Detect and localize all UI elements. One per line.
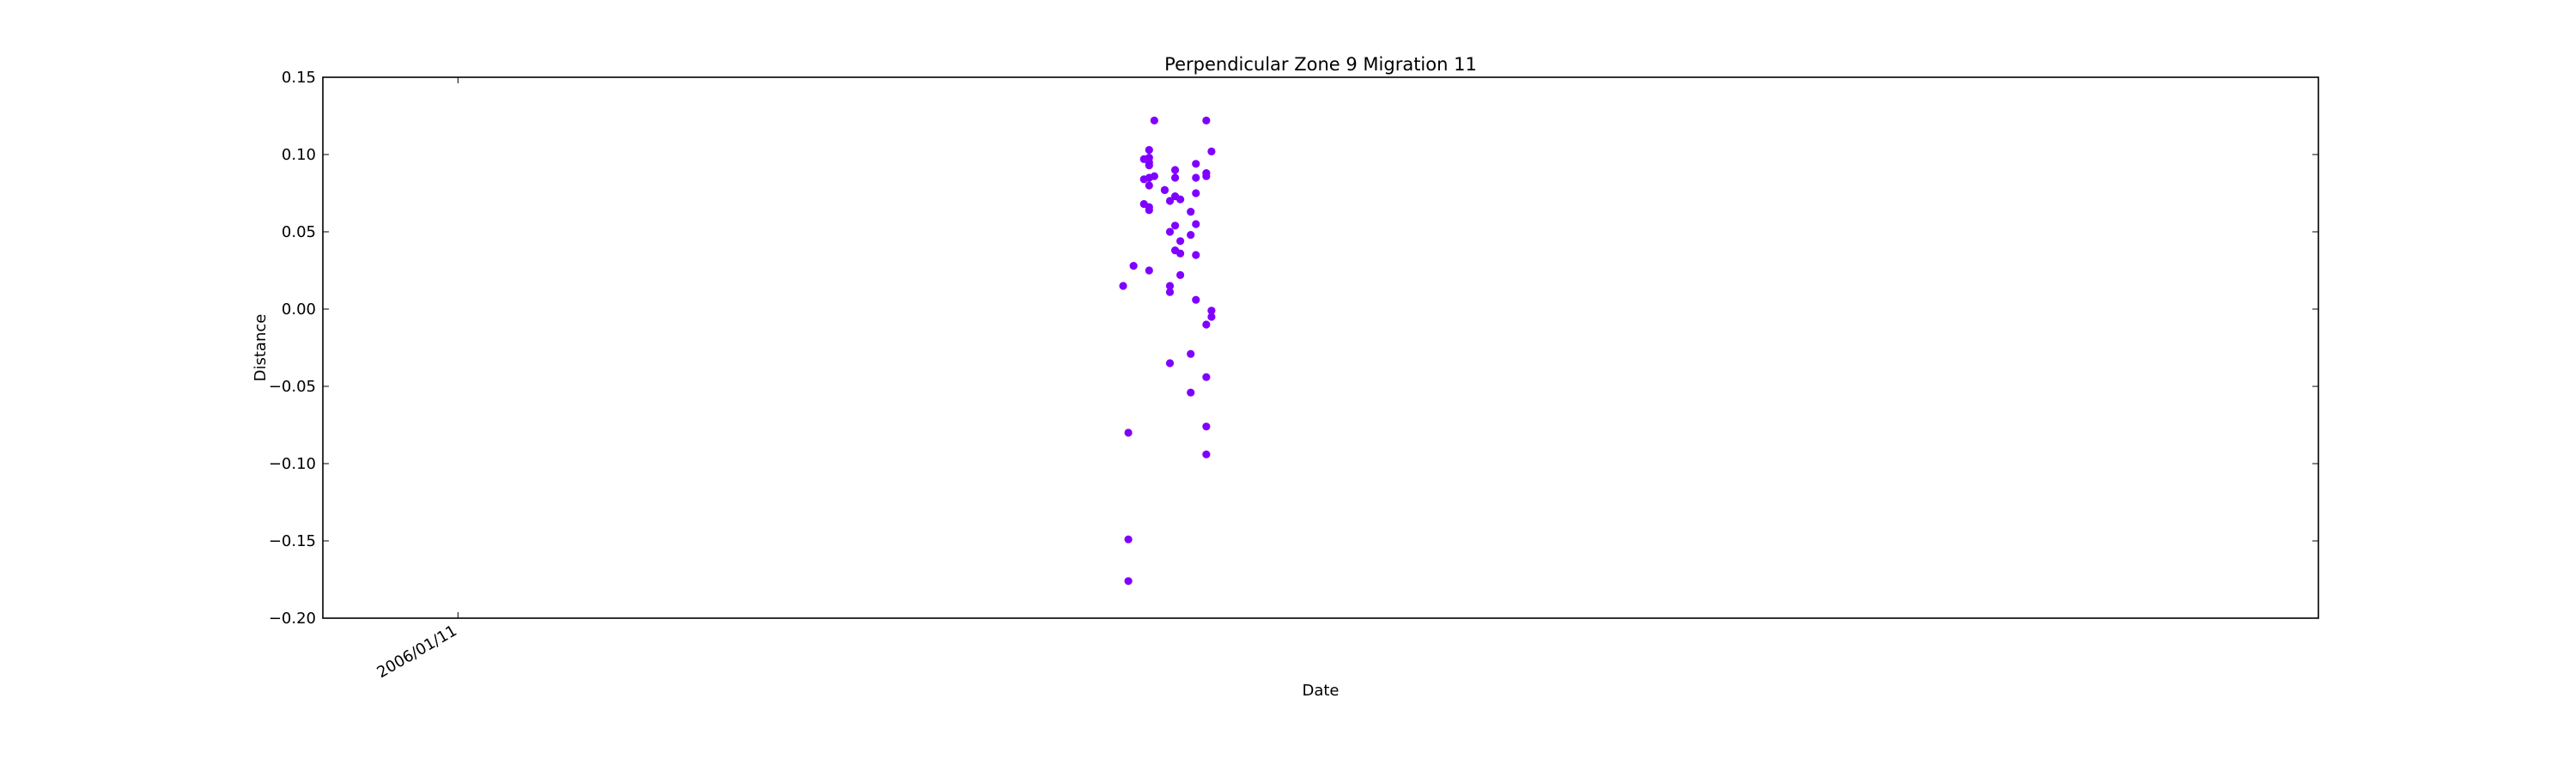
data-point bbox=[1176, 195, 1185, 203]
data-point bbox=[1207, 147, 1216, 155]
data-point bbox=[1124, 577, 1133, 586]
data-point bbox=[1170, 166, 1180, 174]
data-point bbox=[1165, 359, 1175, 367]
y-tick-label: 0.15 bbox=[282, 69, 316, 87]
data-point bbox=[1192, 220, 1200, 228]
data-point bbox=[1176, 270, 1185, 279]
data-point bbox=[1145, 161, 1153, 170]
plot-area-frame bbox=[322, 76, 2319, 619]
x-axis-label: Date bbox=[1302, 682, 1339, 700]
data-point bbox=[1202, 450, 1211, 458]
data-point bbox=[1187, 388, 1195, 397]
data-point bbox=[1119, 282, 1127, 290]
data-point bbox=[1202, 116, 1211, 124]
data-point bbox=[1129, 262, 1138, 270]
data-point bbox=[1165, 228, 1175, 236]
data-point bbox=[1202, 373, 1211, 381]
data-point bbox=[1192, 295, 1200, 304]
data-point bbox=[1202, 320, 1211, 329]
data-point bbox=[1145, 181, 1153, 190]
x-axis-ticks: 2006/01/11 bbox=[374, 77, 460, 682]
y-tick-label: 0.00 bbox=[282, 300, 316, 319]
data-point bbox=[1187, 349, 1195, 358]
data-point bbox=[1165, 197, 1175, 205]
data-point bbox=[1160, 185, 1170, 194]
data-point bbox=[1192, 160, 1200, 168]
data-point bbox=[1150, 116, 1158, 124]
y-tick-label: −0.15 bbox=[269, 532, 316, 550]
data-point bbox=[1192, 189, 1200, 197]
y-tick-label: −0.10 bbox=[269, 455, 316, 473]
data-point bbox=[1176, 249, 1185, 258]
data-point bbox=[1192, 173, 1200, 182]
data-point bbox=[1170, 173, 1180, 182]
data-point bbox=[1124, 428, 1133, 437]
data-point bbox=[1170, 222, 1180, 230]
y-axis-ticks: 0.15 0.10 0.05 0.00 −0.05 −0.10 −0.15 −0.20 bbox=[269, 69, 2318, 628]
data-point bbox=[1124, 535, 1133, 543]
data-point bbox=[1145, 146, 1153, 155]
data-point bbox=[1207, 307, 1216, 315]
data-point bbox=[1176, 237, 1185, 246]
data-point bbox=[1145, 266, 1153, 275]
data-point bbox=[1192, 251, 1200, 259]
data-point bbox=[1207, 313, 1216, 321]
data-point bbox=[1150, 172, 1158, 180]
y-tick-label: −0.20 bbox=[269, 610, 316, 628]
chart-title: Perpendicular Zone 9 Migration 11 bbox=[1164, 54, 1477, 75]
data-points bbox=[1119, 116, 1216, 586]
y-tick-label: 0.05 bbox=[282, 223, 316, 241]
y-tick-label: −0.05 bbox=[269, 378, 316, 396]
data-point bbox=[1202, 172, 1211, 180]
x-tick-label: 2006/01/11 bbox=[374, 622, 460, 682]
data-point bbox=[1145, 206, 1153, 215]
y-tick-label: 0.10 bbox=[282, 146, 316, 164]
data-point bbox=[1165, 288, 1175, 296]
data-point bbox=[1187, 231, 1195, 240]
data-point bbox=[1187, 208, 1195, 216]
data-point bbox=[1165, 282, 1175, 290]
y-axis-label: Distance bbox=[252, 314, 270, 382]
data-point bbox=[1202, 422, 1211, 431]
data-point bbox=[1145, 154, 1153, 162]
